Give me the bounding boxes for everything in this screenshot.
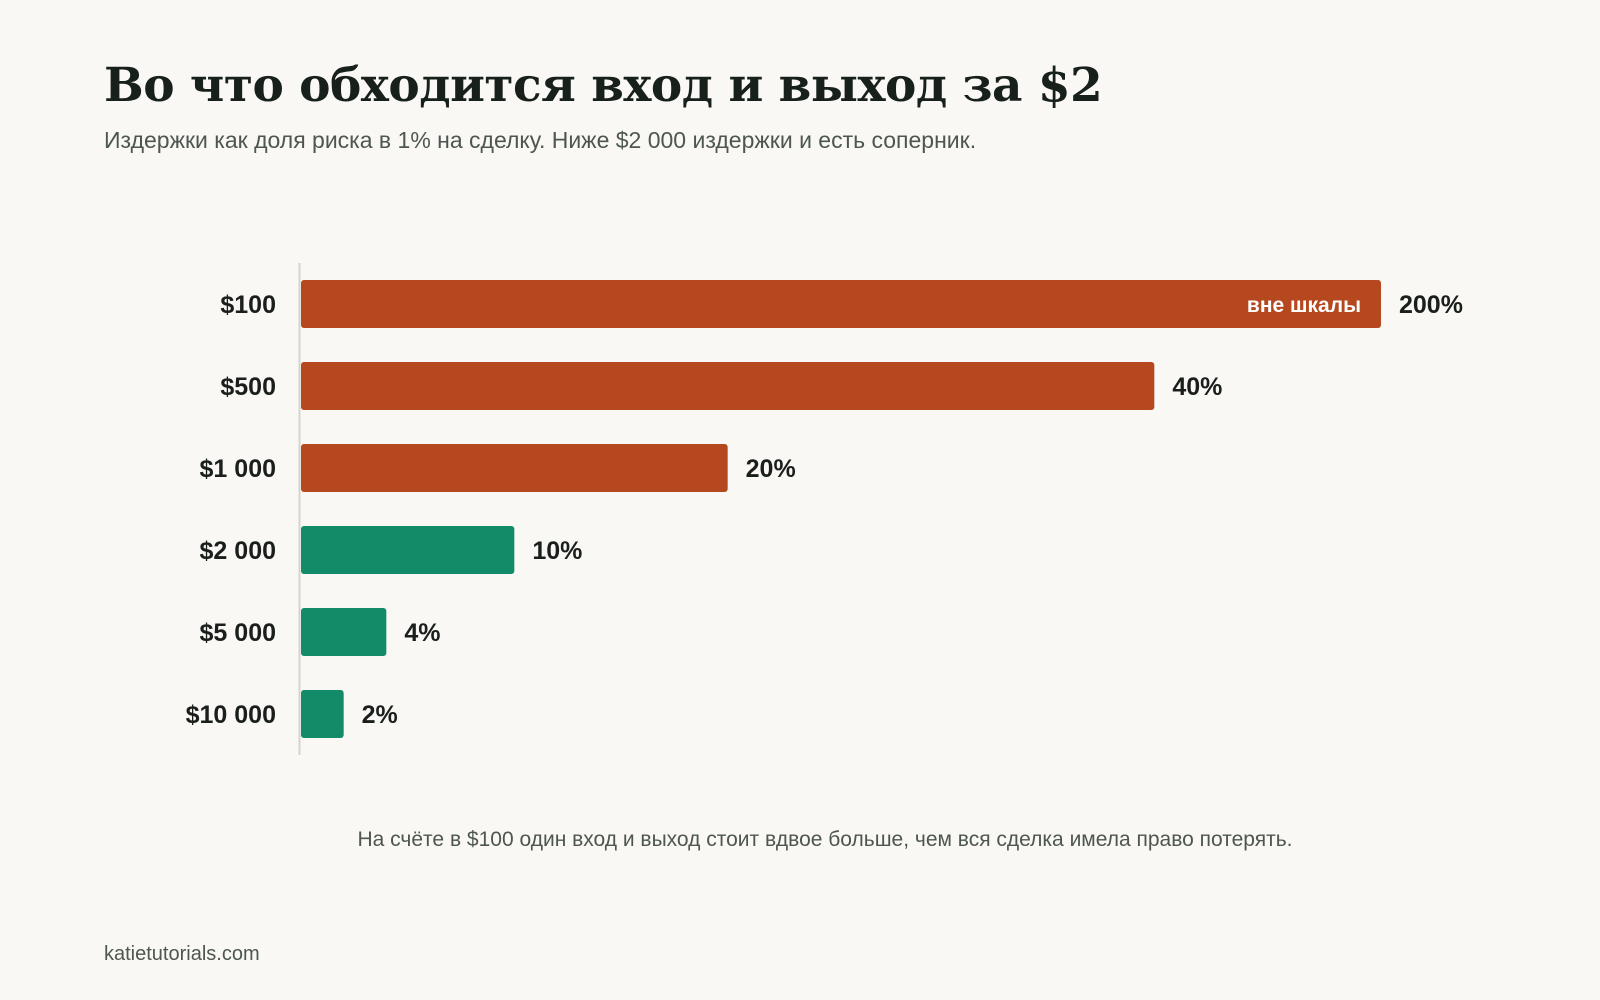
bar (301, 362, 1155, 410)
value-label: 2% (362, 701, 398, 729)
bar (301, 526, 515, 574)
value-label: 10% (532, 537, 582, 565)
value-label: 200% (1399, 291, 1463, 319)
value-label: 20% (746, 455, 796, 483)
source-credit: katietutorials.com (104, 943, 260, 965)
category-label: $1 000 (200, 455, 276, 483)
bar (301, 690, 344, 738)
chart-note: На счёте в $100 один вход и выход стоит … (357, 828, 1293, 851)
value-label: 40% (1172, 373, 1222, 401)
category-label: $100 (220, 291, 276, 319)
category-label: $5 000 (200, 619, 276, 647)
bar (301, 608, 387, 656)
bar (301, 280, 1381, 328)
chart-title: Во что обходится вход и выход за $2 (104, 58, 1103, 113)
bar (301, 444, 728, 492)
category-label: $2 000 (200, 537, 276, 565)
chart-subtitle: Издержки как доля риска в 1% на сделку. … (104, 127, 977, 153)
off-scale-label: вне шкалы (1247, 294, 1361, 317)
value-label: 4% (404, 619, 440, 647)
category-label: $500 (220, 373, 276, 401)
category-label: $10 000 (186, 701, 276, 729)
